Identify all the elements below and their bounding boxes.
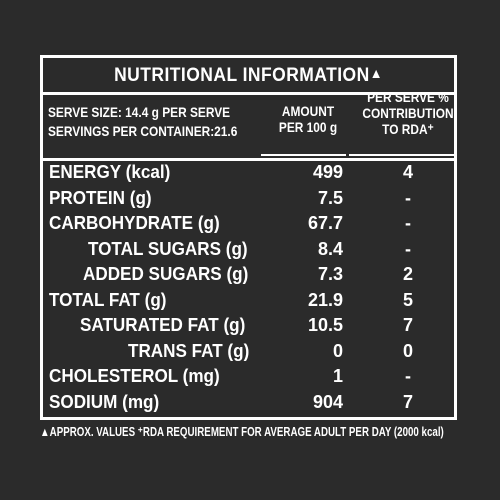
nutrient-amount: 499 (312, 162, 343, 182)
nutrient-row: CHOLESTEROL (mg) 1 - (43, 366, 454, 392)
rda-column-header: PER SERVE % CONTRIBUTION TO RDA⁺ (353, 89, 464, 137)
nutrient-row: ENERGY (kcal) 499 4 (43, 162, 454, 188)
nutrient-name: TRANS FAT (g) (128, 340, 250, 361)
serving-info: SERVE SIZE: 14.4 g PER SERVE SERVINGS PE… (48, 103, 237, 141)
title-text: NUTRITIONAL INFORMATION (114, 65, 370, 86)
nutrient-row: PROTEIN (g) 7.5 - (43, 188, 454, 214)
nutrient-amount: 1 (332, 366, 343, 386)
header-divider (43, 158, 454, 161)
nutrition-panel: NUTRITIONAL INFORMATION▲ SERVE SIZE: 14.… (40, 55, 457, 420)
nutrient-row: SATURATED FAT (g) 10.5 7 (43, 315, 454, 341)
title-mark: ▲ (369, 65, 383, 81)
nutrient-amount: 10.5 (307, 315, 343, 335)
nutrient-row: TRANS FAT (g) 0 0 (43, 341, 454, 367)
nutrient-name: TOTAL SUGARS (g) (88, 238, 248, 259)
amount-column-header: AMOUNT PER 100 g (266, 103, 351, 135)
nutrient-name: PROTEIN (g) (49, 187, 152, 208)
rda-header-underline (349, 154, 455, 156)
nutrient-name: SODIUM (mg) (49, 391, 160, 412)
nutrient-rda: - (405, 213, 411, 233)
nutrient-rda: 4 (402, 162, 413, 182)
rda-header-line2: CONTRIBUTION (362, 105, 454, 121)
rda-header-line1: PER SERVE % (367, 89, 449, 105)
nutrient-row: SODIUM (mg) 904 7 (43, 392, 454, 418)
servings-per-container: SERVINGS PER CONTAINER:21.6 (48, 123, 238, 139)
nutrient-name: TOTAL FAT (g) (49, 289, 167, 310)
panel-title: NUTRITIONAL INFORMATION▲ (59, 65, 437, 87)
nutrient-rda: 0 (402, 340, 413, 361)
nutrient-rda: 7 (402, 315, 413, 335)
footnote: ▲APPROX. VALUES ⁺RDA REQUIREMENT FOR AVE… (40, 425, 444, 439)
nutrient-rda: - (405, 366, 411, 386)
nutrient-name: CHOLESTEROL (mg) (49, 366, 220, 386)
nutrient-name: ADDED SUGARS (g) (83, 264, 249, 284)
serve-size: SERVE SIZE: 14.4 g PER SERVE (48, 104, 231, 120)
nutrient-rda: 7 (402, 391, 413, 412)
nutrient-row: TOTAL SUGARS (g) 8.4 - (43, 239, 454, 265)
nutrient-row: CARBOHYDRATE (g) 67.7 - (43, 213, 454, 239)
nutrient-rda: 2 (402, 264, 413, 284)
title-divider (43, 92, 454, 95)
nutrient-row: ADDED SUGARS (g) 7.3 2 (43, 264, 454, 290)
amount-header-underline (261, 154, 346, 156)
amount-header-line2: PER 100 g (278, 119, 338, 135)
rda-header-line3: TO RDA⁺ (382, 121, 434, 137)
nutrient-amount: 7.3 (317, 264, 343, 284)
amount-header-line1: AMOUNT (281, 103, 335, 119)
nutrient-rda: - (405, 238, 411, 259)
nutrient-name: SATURATED FAT (g) (80, 315, 246, 335)
nutrient-row: TOTAL FAT (g) 21.9 5 (43, 290, 454, 316)
nutrient-amount: 0 (332, 340, 343, 361)
nutrient-rda: - (405, 187, 411, 208)
nutrient-name: ENERGY (kcal) (49, 162, 171, 182)
nutrient-amount: 904 (312, 391, 343, 412)
nutrient-name: CARBOHYDRATE (g) (49, 213, 220, 233)
nutrient-amount: 8.4 (317, 238, 343, 259)
nutrient-amount: 7.5 (317, 187, 343, 208)
nutrient-amount: 21.9 (307, 289, 343, 310)
nutrient-rda: 5 (402, 289, 413, 310)
nutrient-amount: 67.7 (307, 213, 343, 233)
